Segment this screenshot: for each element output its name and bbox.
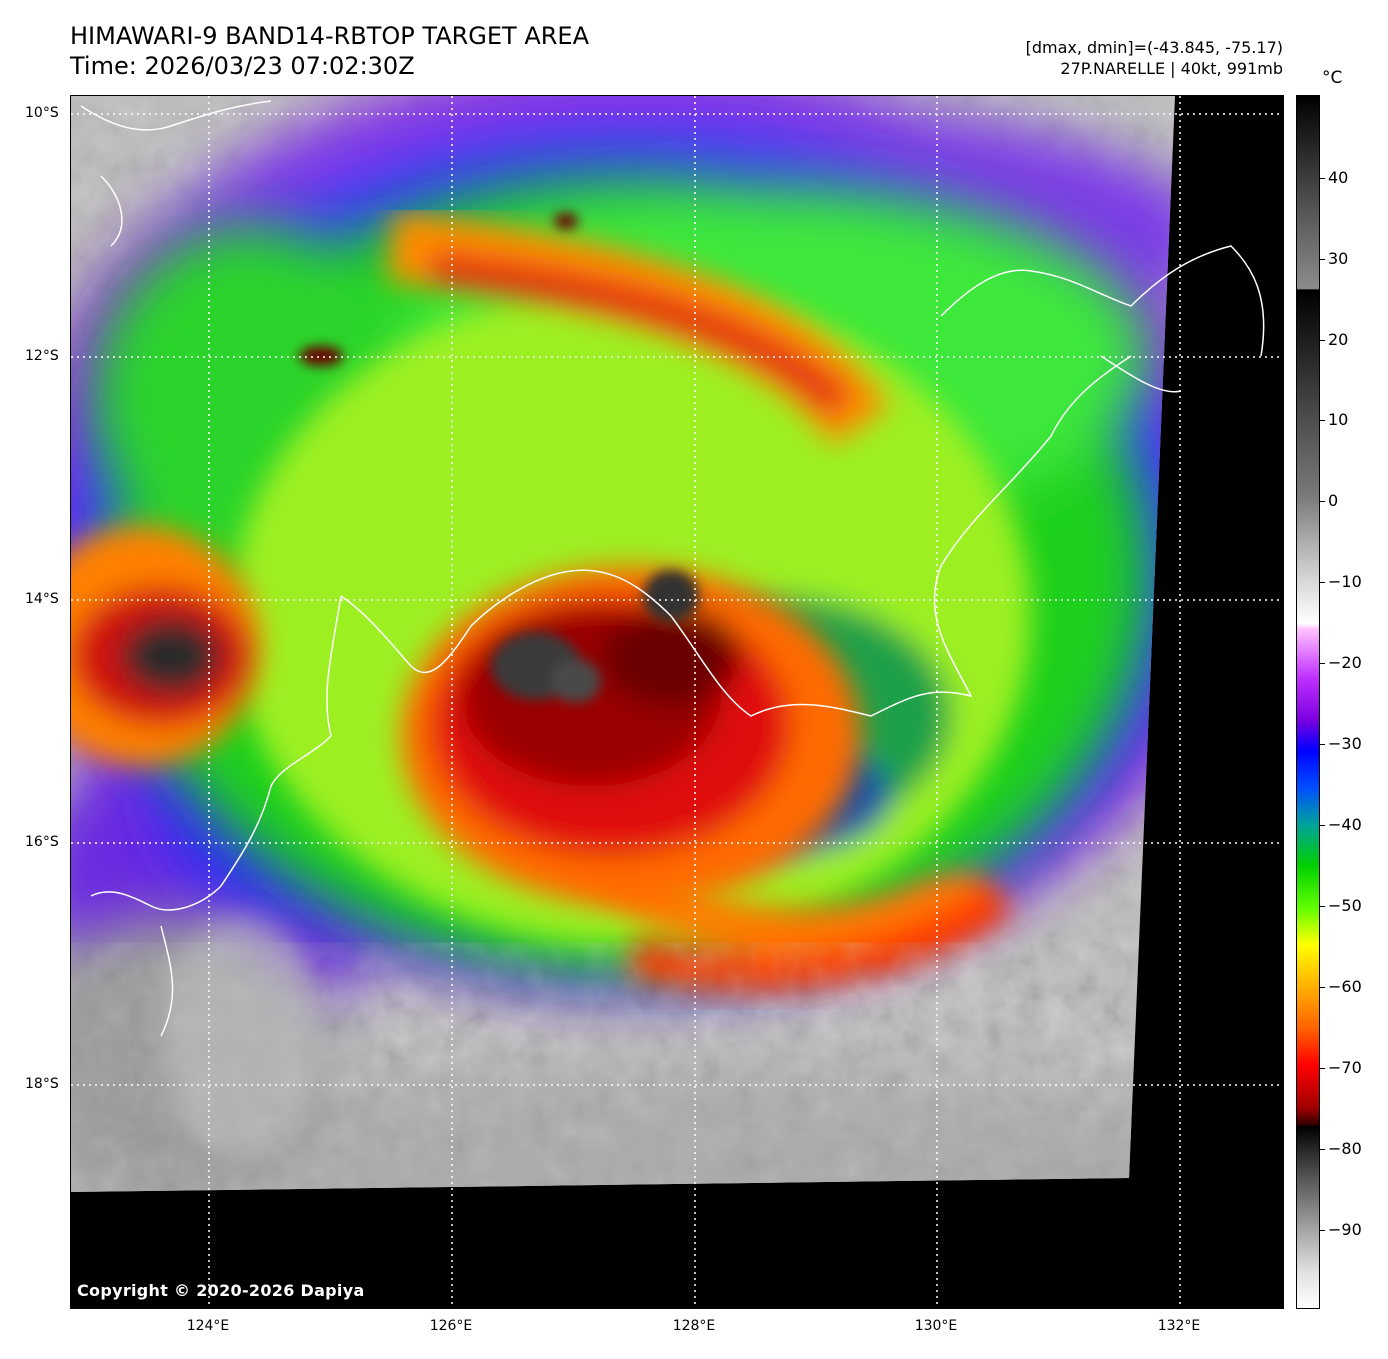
chart-time: Time: 2026/03/23 07:02:30Z [70, 52, 415, 80]
colorbar-label: 40 [1328, 168, 1349, 187]
colorbar-tick [1320, 663, 1325, 664]
colorbar-label: −70 [1328, 1058, 1362, 1077]
colorbar-tick [1320, 259, 1325, 260]
colorbar-label: 30 [1328, 249, 1349, 268]
lon-label: 130°E [914, 1318, 958, 1334]
colorbar-label: −80 [1328, 1139, 1362, 1158]
colorbar-label: −40 [1328, 815, 1362, 834]
colorbar-label: −10 [1328, 572, 1362, 591]
colorbar-tick [1320, 906, 1325, 907]
lon-label: 124°E [186, 1318, 230, 1334]
colorbar-tick [1320, 501, 1325, 502]
colorbar-label: 0 [1328, 491, 1339, 510]
lat-label: 12°S [25, 348, 59, 364]
colorbar-tick [1320, 1149, 1325, 1150]
colorbar-tick [1320, 987, 1325, 988]
lat-label: 10°S [25, 105, 59, 121]
lon-label: 128°E [672, 1318, 716, 1334]
colorbar-tick [1320, 340, 1325, 341]
colorbar-tick [1320, 582, 1325, 583]
satellite-imagery [71, 96, 1283, 1308]
colorbar-tick [1320, 1230, 1325, 1231]
colorbar-label: −30 [1328, 734, 1362, 753]
lat-label: 16°S [25, 834, 59, 850]
lat-label: 14°S [25, 591, 59, 607]
lon-label: 126°E [429, 1318, 473, 1334]
colorbar-label: 20 [1328, 330, 1349, 349]
dmax-dmin-readout: [dmax, dmin]=(-43.845, -75.17) [1025, 38, 1283, 57]
colorbar-tick [1320, 744, 1325, 745]
colorbar-label: −90 [1328, 1220, 1362, 1239]
colorbar-label: −50 [1328, 896, 1362, 915]
copyright-notice: Copyright © 2020-2026 Dapiya [77, 1281, 365, 1300]
chart-title: HIMAWARI-9 BAND14-RBTOP TARGET AREA [70, 22, 590, 50]
coastline [80, 100, 1265, 1037]
colorbar-tick [1320, 420, 1325, 421]
colorbar-label: 10 [1328, 410, 1349, 429]
colorbar-tick [1320, 1068, 1325, 1069]
colorbar-label: −20 [1328, 653, 1362, 672]
colorbar-tick [1320, 825, 1325, 826]
colorbar-unit: °C [1322, 68, 1343, 88]
satellite-map: Copyright © 2020-2026 Dapiya [70, 95, 1284, 1309]
colorbar-label: −60 [1328, 977, 1362, 996]
storm-info: 27P.NARELLE | 40kt, 991mb [1060, 59, 1283, 78]
lon-label: 132°E [1157, 1318, 1201, 1334]
temperature-colorbar [1296, 95, 1320, 1309]
cloud-top-field [71, 96, 1175, 1192]
gridlines [71, 96, 1283, 1308]
colorbar-tick [1320, 178, 1325, 179]
lat-label: 18°S [25, 1076, 59, 1092]
